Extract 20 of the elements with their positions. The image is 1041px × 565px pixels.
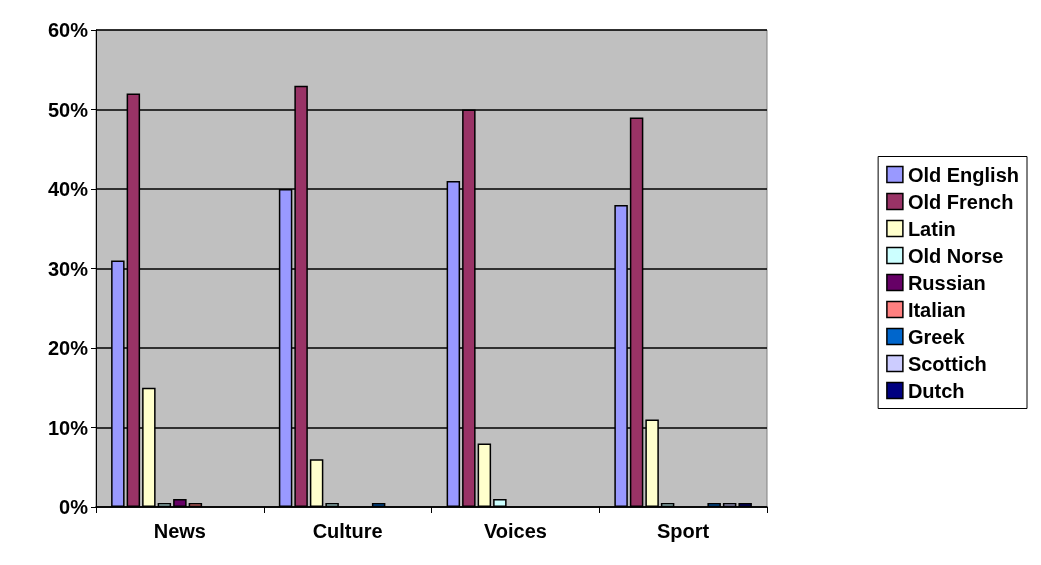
y-tick-label: 40%: [47, 178, 89, 200]
y-tick-label: 60%: [47, 19, 89, 41]
y-tick-label: 20%: [47, 337, 89, 359]
y-tick-label: 30%: [47, 257, 89, 280]
x-tick-label: News: [153, 520, 206, 542]
y-tick-label: 10%: [47, 416, 89, 439]
legend-label: Old Norse: [907, 244, 1004, 267]
legend-label: Dutch: [907, 379, 965, 402]
y-tick-label: 0%: [59, 496, 89, 518]
x-tick-label: Culture: [312, 520, 383, 542]
legend-label: Russian: [907, 271, 986, 294]
legend-label: Old French: [907, 190, 1014, 213]
legend-label: Latin: [907, 217, 956, 240]
y-tick-label: 50%: [47, 98, 89, 121]
legend-label: Scottich: [907, 352, 987, 375]
legend-label: Old English: [907, 163, 1020, 186]
x-tick-label: Sport: [657, 520, 710, 542]
legend-label: Italian: [907, 298, 966, 321]
legend-label: Greek: [907, 325, 966, 348]
x-tick-label: Voices: [483, 520, 547, 542]
